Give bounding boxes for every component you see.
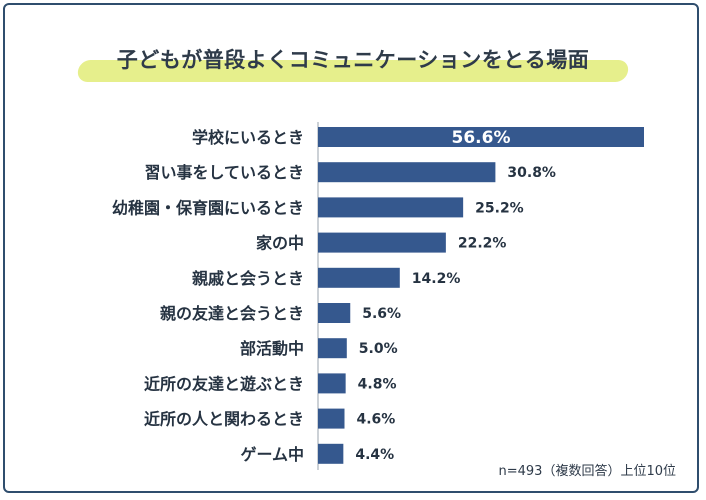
bar <box>318 443 344 464</box>
value-label: 4.8% <box>358 376 397 392</box>
footnote: n=493（複数回答）上位10位 <box>498 464 677 479</box>
bar <box>318 303 351 323</box>
category-label: 近所の友達と遊ぶとき <box>144 374 304 393</box>
bar <box>318 127 644 147</box>
category-label: 幼稚園・保育園にいるとき <box>112 198 304 217</box>
category-label: 部活動中 <box>240 339 304 358</box>
category-label: 親戚と会うとき <box>192 269 304 288</box>
category-label: 近所の人と関わるとき <box>144 410 304 429</box>
bar <box>318 232 446 253</box>
category-label: 親の友達と会うとき <box>160 304 304 323</box>
value-label: 4.4% <box>355 447 394 463</box>
bar <box>318 267 400 288</box>
value-label: 14.2% <box>412 271 461 287</box>
title-container: 子どもが普段よくコミュニケーションをとる場面 <box>0 44 706 74</box>
value-label: 5.6% <box>362 306 401 322</box>
value-label: 56.6% <box>452 128 511 148</box>
value-label: 30.8% <box>507 165 556 181</box>
chart-title: 子どもが普段よくコミュニケーションをとる場面 <box>116 48 590 72</box>
bar <box>318 197 464 218</box>
category-label: 習い事をしているとき <box>144 163 304 182</box>
bar <box>318 162 496 183</box>
bar <box>318 373 346 394</box>
bar <box>318 338 347 359</box>
value-label: 25.2% <box>475 200 524 216</box>
value-label: 22.2% <box>458 236 507 252</box>
category-label: 学校にいるとき <box>192 128 304 147</box>
category-label: 家の中 <box>256 234 304 253</box>
value-label: 5.0% <box>359 341 398 357</box>
category-label: ゲーム中 <box>240 445 304 464</box>
value-label: 4.6% <box>356 412 395 428</box>
bar <box>318 408 345 429</box>
